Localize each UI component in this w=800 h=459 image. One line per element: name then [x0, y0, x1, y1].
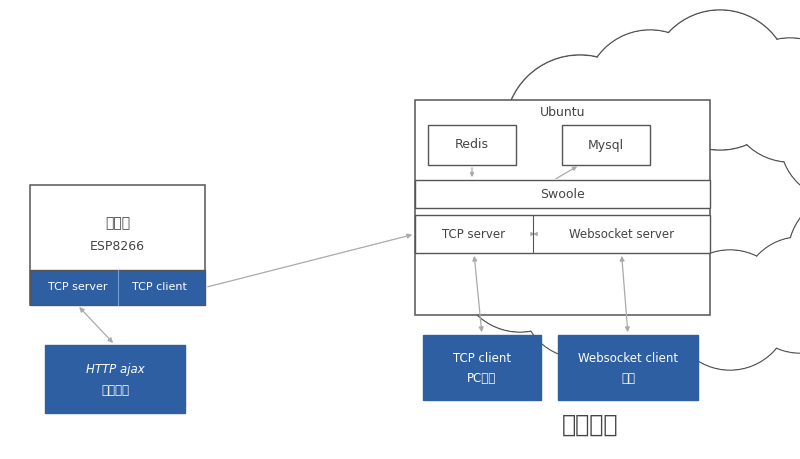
Circle shape	[788, 193, 800, 317]
Text: 控制器: 控制器	[105, 216, 130, 230]
Circle shape	[459, 209, 581, 331]
Circle shape	[440, 145, 570, 275]
Circle shape	[470, 99, 590, 221]
Circle shape	[742, 237, 800, 353]
Text: TCP client: TCP client	[132, 282, 187, 292]
Text: 内置网页: 内置网页	[101, 385, 129, 397]
Text: Websocket client: Websocket client	[578, 353, 678, 365]
Text: 网页: 网页	[621, 373, 635, 386]
Circle shape	[586, 31, 714, 159]
Circle shape	[595, 250, 715, 370]
Bar	[562, 125, 650, 165]
Bar	[415, 215, 710, 253]
Bar	[415, 100, 710, 315]
Text: Mysql: Mysql	[588, 139, 624, 151]
Text: TCP server: TCP server	[442, 228, 506, 241]
Circle shape	[506, 56, 654, 203]
Circle shape	[730, 39, 800, 161]
Bar	[415, 180, 710, 208]
Circle shape	[650, 10, 790, 150]
Circle shape	[458, 208, 582, 332]
Circle shape	[442, 146, 569, 274]
Circle shape	[651, 11, 789, 149]
Bar	[45, 345, 185, 413]
Circle shape	[468, 98, 592, 222]
Bar	[558, 335, 698, 400]
Text: PC软件: PC软件	[467, 373, 497, 386]
Circle shape	[728, 38, 800, 162]
Circle shape	[596, 251, 714, 369]
Bar	[423, 335, 541, 400]
Text: Swoole: Swoole	[540, 187, 585, 201]
Circle shape	[781, 81, 800, 199]
Bar	[30, 185, 205, 305]
Text: ESP8266: ESP8266	[90, 241, 145, 253]
Bar	[30, 270, 205, 305]
Text: 云服务器: 云服务器	[562, 413, 618, 437]
Text: HTTP ajax: HTTP ajax	[86, 363, 144, 375]
Circle shape	[585, 30, 715, 160]
Bar	[428, 125, 516, 165]
Text: Ubuntu: Ubuntu	[540, 106, 586, 119]
Text: Redis: Redis	[455, 139, 489, 151]
Circle shape	[670, 250, 790, 370]
Circle shape	[505, 55, 655, 205]
Text: Websocket server: Websocket server	[569, 228, 674, 241]
Circle shape	[780, 80, 800, 200]
Text: TCP client: TCP client	[453, 353, 511, 365]
Circle shape	[743, 238, 800, 352]
Circle shape	[522, 242, 638, 358]
Circle shape	[671, 251, 789, 369]
Text: TCP server: TCP server	[47, 282, 107, 292]
Circle shape	[790, 194, 800, 316]
Circle shape	[523, 243, 637, 357]
